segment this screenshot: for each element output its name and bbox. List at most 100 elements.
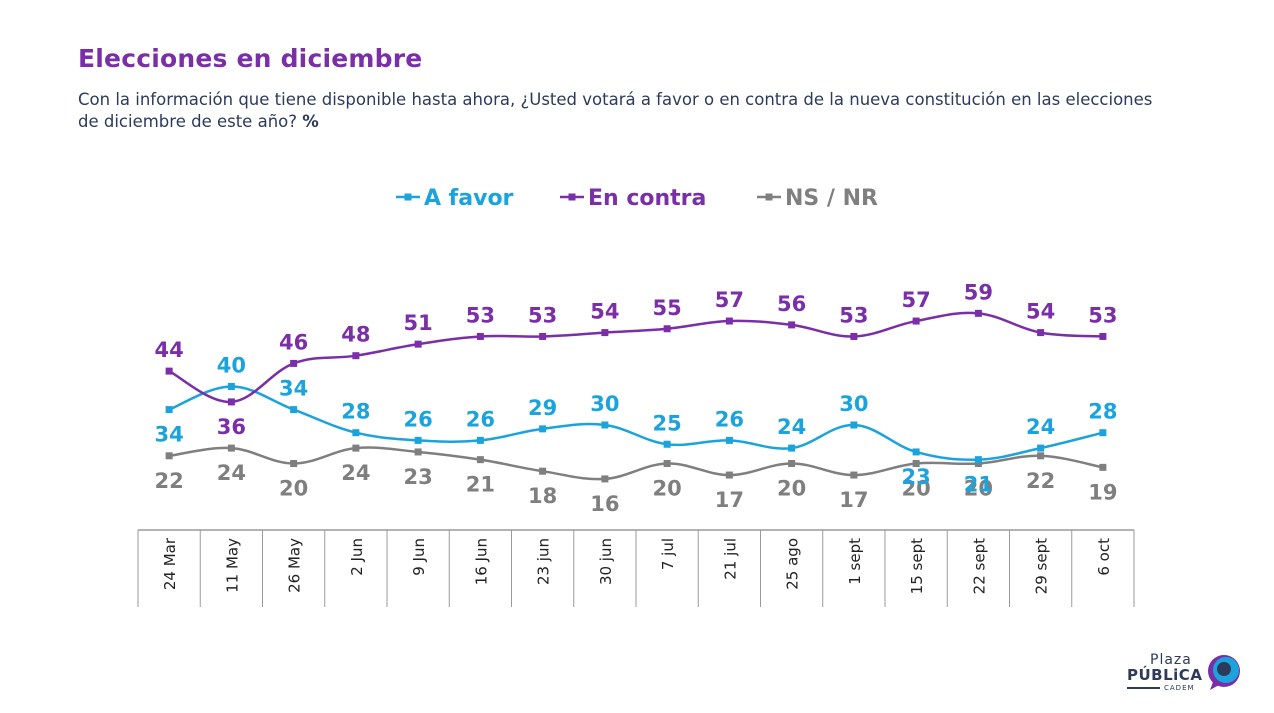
logo-rule bbox=[1127, 687, 1160, 689]
x-tick-label: 16 Jun bbox=[472, 538, 490, 585]
x-tick-label: 24 Mar bbox=[161, 537, 179, 590]
legend-item: NS / NR bbox=[757, 186, 878, 211]
page-title: Elecciones en diciembre bbox=[78, 44, 423, 73]
data-label: 48 bbox=[341, 323, 370, 347]
legend-marker bbox=[568, 193, 576, 201]
data-point bbox=[414, 436, 422, 444]
data-point bbox=[414, 340, 422, 348]
data-label: 40 bbox=[217, 354, 246, 378]
data-point bbox=[352, 429, 360, 437]
subtitle-text: Con la información que tiene disponible … bbox=[78, 90, 1153, 131]
data-point bbox=[352, 444, 360, 452]
data-label: 53 bbox=[1088, 303, 1117, 327]
data-point bbox=[165, 452, 173, 460]
data-label: 21 bbox=[964, 473, 993, 497]
data-label: 24 bbox=[1026, 415, 1055, 439]
legend-item: En contra bbox=[560, 186, 706, 211]
data-point bbox=[788, 444, 796, 452]
data-point bbox=[165, 406, 173, 414]
page-subtitle: Con la información que tiene disponible … bbox=[78, 89, 1158, 133]
x-tick-label: 15 sept bbox=[908, 538, 926, 594]
data-point bbox=[663, 440, 671, 448]
data-label: 54 bbox=[1026, 300, 1055, 324]
plaza-publica-cadem-logo: Plaza PÚBLiCA CADEM bbox=[1120, 648, 1250, 698]
data-point bbox=[912, 460, 920, 467]
data-label: 24 bbox=[777, 415, 806, 439]
data-label: 28 bbox=[341, 400, 370, 424]
series-line bbox=[168, 385, 1104, 462]
data-point bbox=[1099, 332, 1107, 340]
data-point bbox=[725, 471, 733, 479]
speech-bubble-icon bbox=[1208, 655, 1240, 690]
data-label: 20 bbox=[279, 477, 308, 501]
x-tick-label: 22 sept bbox=[970, 538, 988, 594]
data-point bbox=[788, 321, 796, 329]
data-label: 36 bbox=[217, 415, 246, 439]
x-axis: 24 Mar 11 May 26 May 2 Jun 9 Jun 16 Jun 23 jun… bbox=[137, 529, 1135, 607]
data-label: 20 bbox=[777, 477, 806, 501]
x-tick-label: 23 jun bbox=[535, 538, 553, 585]
data-label: 30 bbox=[839, 392, 868, 416]
data-point bbox=[227, 444, 235, 452]
legend-label: A favor bbox=[424, 186, 514, 211]
x-tick-label: 7 jul bbox=[659, 538, 677, 570]
series-line bbox=[168, 311, 1103, 404]
data-label: 17 bbox=[715, 488, 744, 512]
data-label: 20 bbox=[902, 477, 931, 501]
data-point bbox=[850, 471, 858, 479]
data-point bbox=[227, 398, 235, 406]
series-en-contra: 44 36 46 48 51 53 53 54 55 57 56 53 57 59 54 53 bbox=[155, 280, 1118, 439]
data-point bbox=[290, 406, 298, 414]
data-label: 56 bbox=[777, 292, 806, 316]
data-point bbox=[974, 460, 982, 467]
data-point bbox=[1099, 463, 1107, 471]
data-label: 26 bbox=[404, 407, 433, 431]
data-point bbox=[1037, 329, 1045, 337]
data-label: 25 bbox=[653, 411, 682, 435]
x-tick-label: 2 Jun bbox=[348, 538, 366, 576]
data-label: 54 bbox=[590, 300, 619, 324]
data-label: 26 bbox=[466, 407, 495, 431]
data-point bbox=[539, 467, 547, 475]
data-label: 24 bbox=[341, 461, 370, 485]
x-tick-label: 30 jun bbox=[597, 538, 615, 585]
data-label: 57 bbox=[715, 288, 744, 312]
chart-series: 22 24 20 24 23 21 18 16 20 17 20 17 20 20 22 19 34 40 34 28… bbox=[155, 280, 1118, 516]
data-point bbox=[539, 332, 547, 340]
data-label: 34 bbox=[279, 377, 308, 401]
data-point bbox=[601, 421, 609, 429]
data-label: 19 bbox=[1088, 480, 1117, 504]
data-point bbox=[974, 309, 982, 317]
legend-marker bbox=[765, 193, 773, 201]
data-label: 20 bbox=[964, 477, 993, 501]
data-label: 55 bbox=[653, 296, 682, 320]
data-point bbox=[476, 332, 484, 340]
data-point bbox=[725, 317, 733, 325]
data-point bbox=[539, 425, 547, 433]
data-label: 29 bbox=[528, 396, 557, 420]
x-tick-label: 29 sept bbox=[1033, 538, 1051, 594]
x-tick-label: 25 ago bbox=[784, 538, 802, 590]
data-label: 20 bbox=[653, 477, 682, 501]
data-point bbox=[476, 436, 484, 444]
data-point bbox=[290, 359, 298, 367]
x-tick-label: 1 sept bbox=[846, 538, 864, 585]
legend-item: A favor bbox=[396, 186, 514, 211]
data-label: 46 bbox=[279, 330, 308, 354]
data-label: 22 bbox=[1026, 469, 1055, 493]
data-point bbox=[601, 329, 609, 337]
legend-label: En contra bbox=[588, 186, 706, 211]
subtitle-unit: % bbox=[302, 112, 319, 131]
logo-text-publica: PÚBLiCA bbox=[1127, 666, 1203, 684]
legend-marker bbox=[404, 193, 412, 201]
data-label: 44 bbox=[155, 338, 184, 362]
data-point bbox=[788, 460, 796, 467]
data-label: 57 bbox=[902, 288, 931, 312]
legend-label: NS / NR bbox=[785, 186, 878, 211]
data-label: 53 bbox=[528, 303, 557, 327]
data-label: 22 bbox=[155, 469, 184, 493]
data-point bbox=[850, 421, 858, 429]
data-point bbox=[974, 456, 982, 464]
data-point bbox=[476, 456, 484, 464]
